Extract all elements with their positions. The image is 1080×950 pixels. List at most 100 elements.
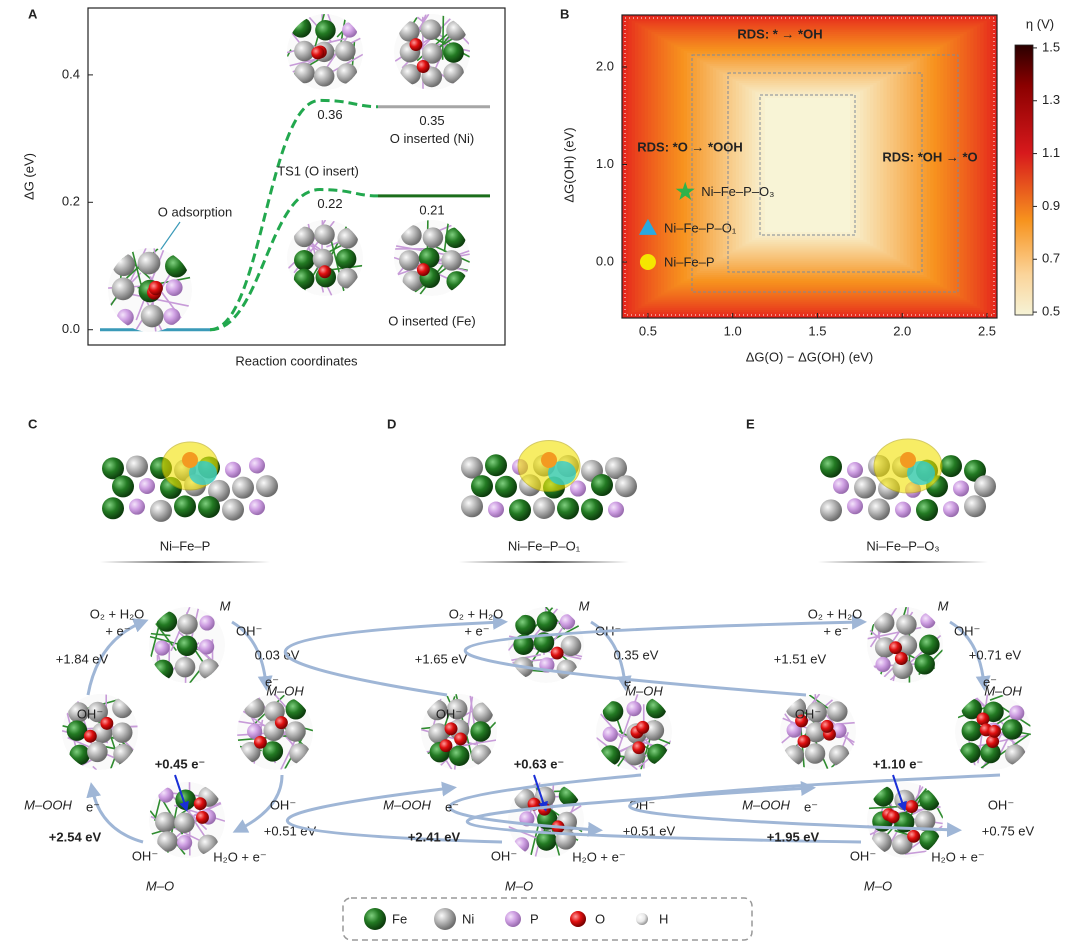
charge-arrow: [892, 774, 907, 812]
atom: [256, 475, 278, 498]
atom: [581, 498, 603, 521]
legend-label: O: [595, 911, 605, 926]
bond: [150, 626, 160, 658]
atom: [150, 499, 172, 522]
atom: [626, 701, 642, 717]
reagent: e⁻: [983, 674, 997, 689]
atom: [177, 614, 198, 635]
reagent: OH⁻: [795, 706, 821, 721]
x-axis-label: ΔG(O) − ΔG(OH) (eV): [746, 349, 874, 364]
atom: [615, 475, 637, 498]
value-label: 0.22: [317, 196, 342, 211]
atom: [174, 495, 196, 518]
atom: [600, 745, 621, 766]
atom: [976, 712, 990, 726]
atom: [399, 21, 420, 42]
plot-frame: [87, 7, 506, 346]
slab-structure: [820, 438, 996, 522]
colorbar-tick-label: 1.3: [1042, 92, 1060, 107]
atom: [827, 701, 848, 722]
cycle-arrow: [949, 620, 991, 691]
atom: [646, 697, 667, 719]
atom: [87, 701, 108, 723]
reagent: OH⁻: [954, 623, 980, 638]
atom: [919, 829, 940, 851]
atom: [443, 42, 464, 63]
step-energy: +0.75 eV: [982, 823, 1035, 838]
structure: [394, 14, 470, 90]
cycle-arrow: [590, 620, 632, 691]
atom: [247, 723, 263, 740]
reagent: OH⁻: [236, 623, 262, 638]
atom: [336, 63, 358, 84]
atom: [174, 656, 196, 678]
reagent: O₂ + H₂O: [808, 606, 863, 621]
atom: [428, 723, 449, 744]
reagent: + e⁻: [823, 623, 848, 638]
atom: [100, 716, 114, 730]
atom: [222, 498, 244, 521]
atom: [193, 797, 207, 811]
atom: [111, 277, 135, 301]
structure: [955, 694, 1031, 770]
atom: [1001, 719, 1023, 740]
structure: [287, 220, 363, 296]
charge-label: +0.63 e⁻: [514, 756, 565, 771]
atom: [156, 611, 178, 632]
reagent: OH⁻: [270, 797, 296, 812]
atom: [896, 634, 918, 656]
atom: [294, 249, 315, 271]
atom: [806, 701, 827, 723]
atom: [409, 38, 423, 52]
atom: [495, 475, 517, 498]
bond: [131, 251, 143, 289]
atom: [536, 611, 558, 632]
reagent: OH⁻: [436, 706, 462, 721]
atom: [225, 461, 241, 478]
cycle-arrow: [466, 781, 862, 844]
state-label: M–OOH: [24, 797, 72, 812]
atom: [402, 270, 424, 292]
atom: [154, 640, 170, 656]
atom: [421, 43, 443, 64]
atom: [113, 743, 134, 765]
reagent: e⁻: [265, 674, 279, 689]
step-energy: +1.95 eV: [767, 829, 820, 844]
atom: [559, 614, 576, 630]
atom: [873, 786, 894, 807]
point: [638, 218, 657, 235]
reagent: OH⁻: [850, 848, 876, 863]
atom: [446, 20, 467, 41]
atom: [158, 787, 174, 803]
atom: [441, 250, 462, 271]
atom: [964, 459, 986, 482]
reagent: e⁻: [804, 799, 818, 814]
step-energy: 0.35 eV: [614, 647, 659, 662]
atom: [443, 62, 464, 84]
atom: [335, 40, 356, 62]
atom: [550, 646, 564, 660]
atom: [139, 477, 155, 494]
heatmap-band: [765, 98, 850, 232]
value-label: 0.21: [419, 202, 444, 217]
reagent: OH⁻: [132, 848, 158, 863]
y-tick-label: 1.0: [596, 156, 614, 171]
state-label: M: [938, 598, 949, 613]
atom: [886, 810, 900, 824]
atom: [953, 480, 969, 497]
slab-structure: [461, 440, 637, 522]
isosurface: [907, 461, 935, 485]
atom: [163, 308, 181, 325]
structure: [596, 694, 672, 770]
step-energy: +0.51 eV: [623, 823, 676, 838]
atom: [112, 475, 134, 498]
atom: [891, 834, 913, 855]
atom: [293, 268, 315, 290]
bond: [870, 623, 875, 635]
atom: [422, 227, 444, 248]
atom: [294, 40, 315, 62]
atom: [1009, 705, 1025, 721]
point: [639, 254, 656, 271]
step-energy: +1.65 eV: [415, 651, 468, 666]
x-tick-label: 0.5: [639, 323, 657, 338]
